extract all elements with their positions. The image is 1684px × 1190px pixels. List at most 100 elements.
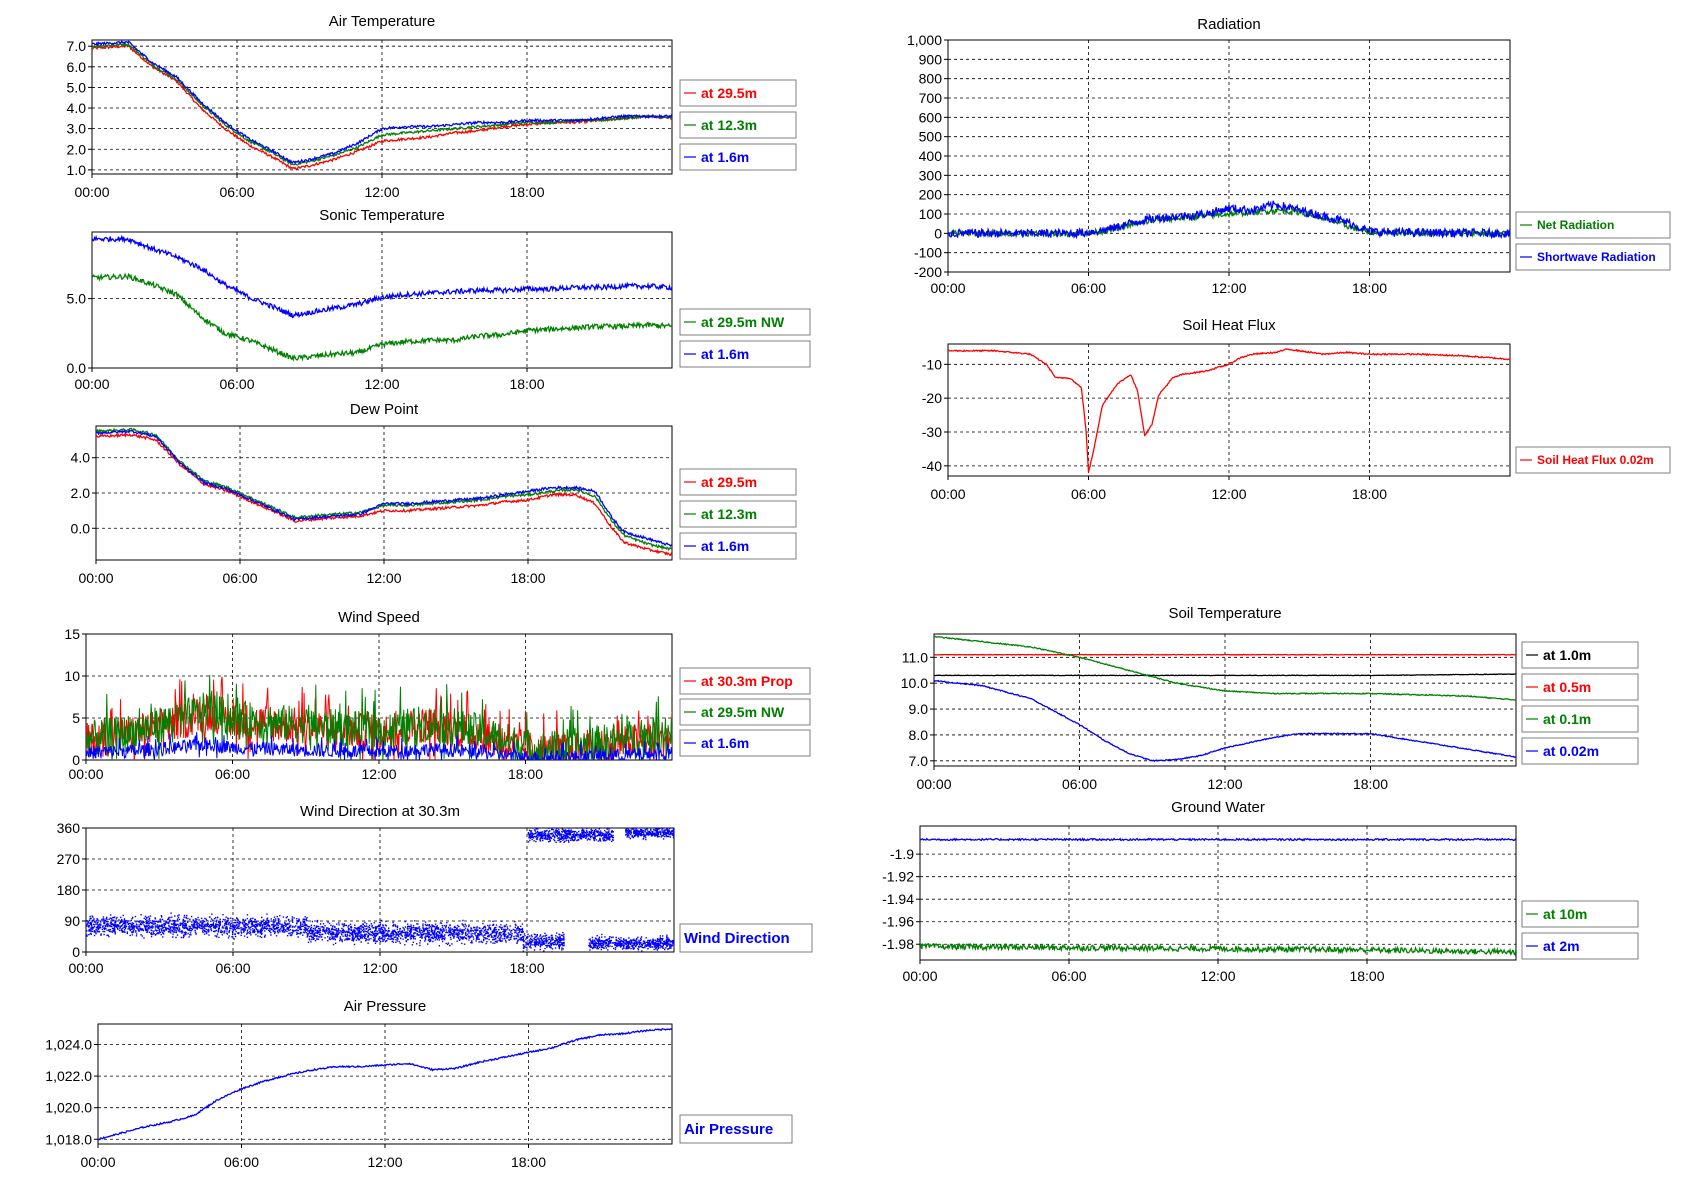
radiation-y-tick-label: 0	[934, 225, 942, 241]
ground-water-legend-entry-0: at 10m	[1521, 900, 1639, 928]
sonic-temperature-chart: Sonic Temperature 0.0 5.0 00:00 06:00 12:00 18…	[67, 207, 811, 392]
sonic-temperature-legend-label: at 29.5m NW	[701, 314, 785, 330]
air-pressure-x-tick-label: 06:00	[224, 1154, 259, 1170]
soil-temperature-legend-entry-3: at 0.02m	[1521, 737, 1639, 765]
wind-speed-legend-label: at 29.5m NW	[701, 704, 785, 720]
sonic-temperature-legend-label: at 1.6m	[701, 346, 749, 362]
sonic-temperature-legend-box	[679, 308, 811, 336]
soil-heat-flux-title: Soil Heat Flux	[1182, 317, 1276, 334]
radiation-y-tick-label: 700	[919, 90, 943, 106]
wind-direction-y-tick-label: 360	[57, 820, 81, 836]
soil-heat-flux-chart: Soil Heat Flux -40 -30 -20 -10 00:00 06:00 12:0…	[922, 317, 1671, 502]
air-temperature-legend-entry-1: at 12.3m	[679, 111, 797, 139]
sonic-temperature-legend-entry-0: at 29.5m NW	[679, 308, 811, 336]
soil-heat-flux-legend-entry-0: Soil Heat Flux 0.02m	[1515, 446, 1671, 474]
wind-speed-legend-label: at 30.3m Prop	[701, 673, 793, 689]
radiation-y-tick-label: 200	[919, 187, 943, 203]
soil-temperature-title: Soil Temperature	[1168, 605, 1281, 622]
wind-direction-x-tick-label: 18:00	[509, 960, 544, 976]
dew-point-x-tick-label: 18:00	[510, 570, 545, 586]
sonic-temperature-title: Sonic Temperature	[319, 207, 445, 224]
air-pressure-legend-entry-0: Air Pressure	[679, 1114, 793, 1144]
wind-speed-y-tick-label: 15	[64, 626, 80, 642]
air-temperature-legend-label: at 29.5m	[701, 85, 757, 101]
air-pressure-y-tick-label: 1,020.0	[45, 1100, 92, 1116]
soil-temperature-y-tick-label: 8.0	[909, 727, 929, 743]
air-temperature-legend-box	[679, 111, 797, 139]
radiation-y-tick-label: 800	[919, 71, 943, 87]
soil-heat-flux-y-tick-label: -30	[922, 424, 942, 440]
soil-temperature-series-line-0	[934, 673, 1516, 677]
wind-speed-series-line-1	[86, 674, 672, 760]
radiation-title: Radiation	[1197, 16, 1260, 33]
soil-temperature-y-tick-label: 11.0	[902, 649, 928, 665]
wind-speed-legend-box	[679, 698, 811, 726]
soil-temperature-legend-entry-1: at 0.5m	[1521, 673, 1639, 701]
soil-heat-flux-y-tick-label: -20	[922, 390, 942, 406]
air-temperature-legend-entry-2: at 1.6m	[679, 143, 797, 171]
radiation-x-tick-label: 06:00	[1071, 280, 1106, 296]
sonic-temperature-series-line-0	[92, 272, 672, 362]
radiation-y-tick-label: 300	[919, 167, 943, 183]
soil-heat-flux-y-tick-label: -40	[922, 458, 942, 474]
radiation-x-tick-label: 12:00	[1211, 280, 1246, 296]
radiation-y-tick-label: 600	[919, 109, 943, 125]
air-temperature-legend-label: at 12.3m	[701, 117, 757, 133]
wind-direction-y-tick-label: 90	[64, 913, 80, 929]
ground-water-title: Ground Water	[1171, 799, 1265, 816]
air-temperature-x-tick-label: 06:00	[219, 184, 254, 200]
wind-speed-x-tick-label: 06:00	[215, 766, 250, 782]
wind-direction-title: Wind Direction at 30.3m	[300, 803, 460, 820]
air-temperature-y-tick-label: 1.0	[67, 162, 87, 178]
wind-speed-x-tick-label: 18:00	[508, 766, 543, 782]
wind-direction-y-tick-label: 270	[57, 851, 81, 867]
wind-speed-series-line-2	[86, 732, 672, 760]
soil-temperature-x-tick-label: 00:00	[916, 776, 951, 792]
ground-water-chart: Ground Water -1.98 -1.96 -1.94 -1.92 -1.9 00:0…	[882, 799, 1639, 984]
air-temperature-series-line-1	[92, 41, 672, 166]
air-temperature-series-line-2	[92, 40, 672, 165]
ground-water-y-tick-label: -1.92	[882, 869, 914, 885]
air-pressure-series-line-0	[98, 1027, 672, 1141]
radiation-chart: Radiation -200 -100 0 100 200 300 400 500 600 700 8…	[907, 16, 1671, 296]
air-temperature-x-tick-label: 00:00	[74, 184, 109, 200]
dew-point-legend-entry-0: at 29.5m	[679, 468, 797, 496]
radiation-y-tick-label: -100	[914, 245, 942, 261]
soil-temperature-legend-box	[1521, 737, 1639, 765]
soil-temperature-legend-label: at 0.5m	[1543, 679, 1591, 695]
wind-direction-scatter-points	[625, 828, 674, 841]
dew-point-series-line-1	[96, 427, 672, 552]
air-temperature-legend-entry-0: at 29.5m	[679, 79, 797, 107]
wind-speed-legend-entry-1: at 29.5m NW	[679, 698, 811, 726]
air-temperature-title: Air Temperature	[329, 13, 435, 30]
dew-point-legend-box	[679, 532, 797, 560]
ground-water-legend-entry-1: at 2m	[1521, 932, 1639, 960]
dew-point-chart: Dew Point 0.0 2.0 4.0 00:00 06:00 12:00 18:00 at…	[71, 401, 797, 586]
ground-water-y-tick-label: -1.98	[882, 936, 914, 952]
soil-temperature-series-line-3	[934, 679, 1516, 763]
radiation-series-line-1	[948, 200, 1510, 240]
radiation-legend-label: Shortwave Radiation	[1537, 250, 1656, 264]
air-temperature-y-tick-label: 6.0	[67, 59, 87, 75]
ground-water-legend-label: at 2m	[1543, 938, 1580, 954]
wind-speed-y-tick-label: 0	[72, 752, 80, 768]
wind-direction-x-tick-label: 00:00	[68, 960, 103, 976]
ground-water-series-line-1	[920, 837, 1516, 842]
dew-point-y-tick-label: 2.0	[71, 485, 91, 501]
air-pressure-x-tick-label: 18:00	[511, 1154, 546, 1170]
sonic-temperature-x-tick-label: 00:00	[74, 376, 109, 392]
air-pressure-chart: Air Pressure 1,018.0 1,020.0 1,022.0 1,024.0…	[45, 998, 793, 1170]
wind-speed-legend-label: at 1.6m	[701, 735, 749, 751]
wind-speed-y-tick-label: 10	[64, 668, 80, 684]
soil-heat-flux-legend-box	[1515, 446, 1671, 474]
soil-temperature-y-tick-label: 10.0	[901, 675, 928, 691]
radiation-y-tick-label: -200	[914, 264, 942, 280]
air-temperature-x-tick-label: 12:00	[364, 184, 399, 200]
air-pressure-y-tick-label: 1,024.0	[45, 1037, 92, 1053]
dew-point-y-tick-label: 0.0	[71, 520, 91, 536]
dew-point-x-tick-label: 00:00	[78, 570, 113, 586]
wind-speed-x-tick-label: 00:00	[68, 766, 103, 782]
wind-direction-y-tick-label: 0	[72, 944, 80, 960]
dew-point-legend-box	[679, 500, 797, 528]
wind-direction-legend-label: Wind Direction	[684, 930, 790, 947]
